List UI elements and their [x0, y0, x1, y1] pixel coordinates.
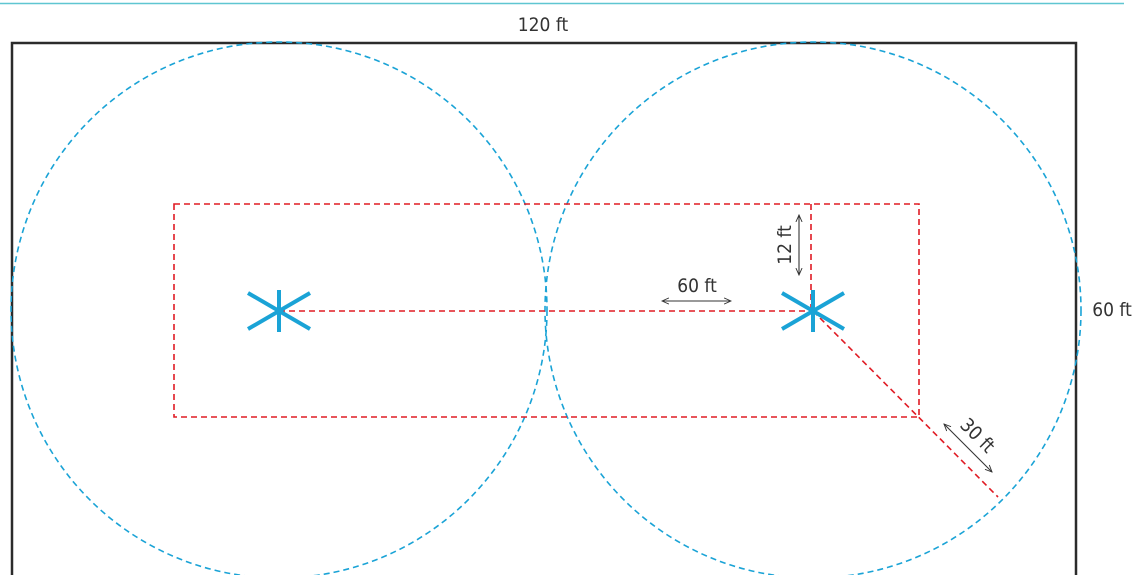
coverage-circle-left — [10, 41, 548, 575]
coverage-radius-line — [812, 310, 999, 498]
sprinkler-left-icon — [246, 290, 312, 332]
sprinkler-spacing-label: 60 ft — [677, 275, 717, 297]
room-outline — [10, 41, 1078, 575]
sprinkler-right-icon — [780, 290, 846, 332]
coverage-radius-label: 30 ft — [955, 414, 999, 458]
room-width-label: 120 ft — [518, 14, 569, 36]
wall-offset-label: 12 ft — [774, 225, 796, 265]
sprinkler-zone-outline — [173, 203, 920, 418]
coverage-circle-right — [544, 41, 1082, 575]
radius-dimension-arrow — [944, 424, 992, 472]
room-height-label: 60 ft — [1092, 299, 1132, 321]
